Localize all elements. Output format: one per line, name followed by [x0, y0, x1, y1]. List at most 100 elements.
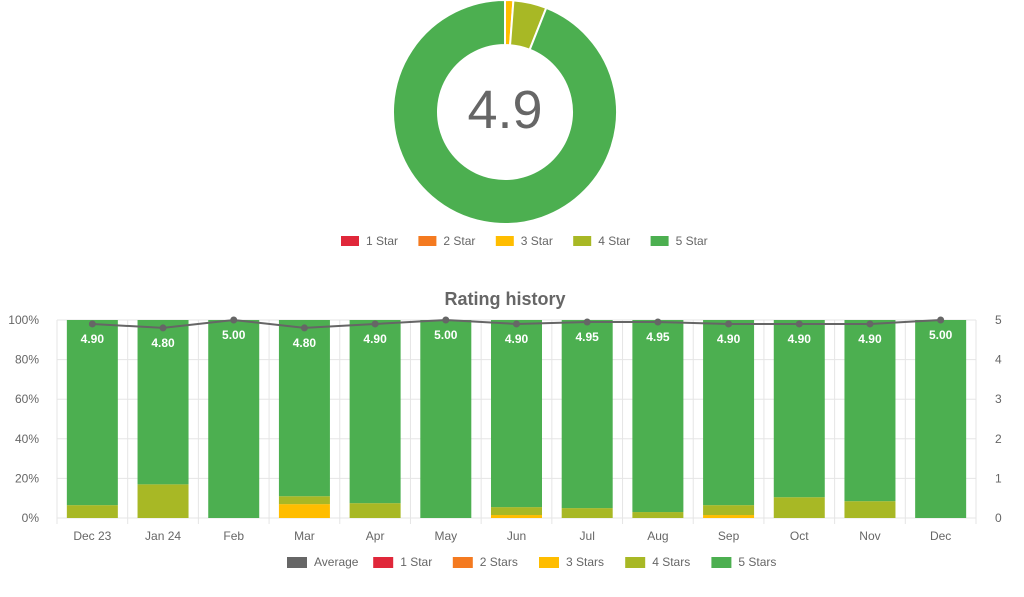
average-point[interactable]	[442, 316, 450, 324]
donut-legend: 1 Star 2 Star 3 Star 4 Star 5 Star	[341, 234, 708, 248]
y-right-tick: 0	[995, 511, 1002, 525]
y-right-tick: 1	[995, 471, 1002, 485]
average-point[interactable]	[654, 318, 662, 326]
average-data-label: 4.90	[81, 332, 105, 346]
y-left-tick: 20%	[15, 471, 39, 485]
legend-swatch	[539, 557, 559, 568]
bar-segment-4-stars[interactable]	[349, 503, 401, 518]
donut-center-value: 4.9	[467, 80, 542, 140]
average-point[interactable]	[725, 320, 733, 328]
donut-legend-item-2[interactable]: 2 Star	[418, 234, 475, 248]
average-data-label: 4.90	[858, 332, 882, 346]
bar-segment-5-stars[interactable]	[278, 320, 330, 497]
rating-donut-chart: 4.9 1 Star 2 Star 3 Star 4 Star 5 Star	[341, 0, 708, 248]
bar-segment-5-stars[interactable]	[349, 320, 401, 504]
legend-swatch	[711, 557, 732, 568]
average-data-label: 4.80	[293, 336, 317, 350]
average-data-label: 5.00	[434, 328, 458, 342]
average-point[interactable]	[937, 316, 945, 324]
legend-label: 2 Stars	[480, 555, 518, 569]
history-legend-item-4[interactable]: 4 Stars	[625, 555, 690, 569]
legend-swatch	[495, 236, 514, 246]
donut-legend-item-1[interactable]: 1 Star	[341, 234, 398, 248]
average-point[interactable]	[159, 324, 167, 332]
bar-segment-5-stars[interactable]	[491, 320, 542, 508]
y-left-tick: 100%	[8, 313, 39, 327]
average-data-label: 4.90	[505, 332, 529, 346]
bar-segment-3-stars[interactable]	[278, 504, 330, 518]
bar-segment-4-stars[interactable]	[137, 484, 189, 518]
average-data-label: 5.00	[222, 328, 246, 342]
bar-segment-5-stars[interactable]	[66, 320, 118, 506]
x-tick: Apr	[366, 529, 385, 543]
average-point[interactable]	[513, 320, 520, 328]
y-left-tick: 0%	[22, 511, 40, 525]
bar-segment-4-stars[interactable]	[703, 505, 755, 516]
bar-segment-5-stars[interactable]	[561, 320, 613, 509]
x-tick: May	[434, 529, 457, 543]
donut-legend-item-5[interactable]: 5 Star	[650, 234, 708, 248]
history-legend-item-1[interactable]: 1 Star	[373, 555, 432, 569]
history-legend-item-3[interactable]: 3 Stars	[539, 555, 604, 569]
legend-label: 4 Star	[598, 234, 630, 248]
average-point[interactable]	[371, 320, 379, 328]
donut-legend-item-4[interactable]: 4 Star	[573, 234, 630, 248]
y-right-tick: 3	[995, 392, 1002, 406]
bar-segment-4-stars[interactable]	[844, 501, 896, 518]
average-point[interactable]	[230, 316, 238, 324]
history-legend: Average 1 Star 2 Stars 3 Stars 4 Stars 5 Star…	[287, 555, 776, 569]
x-tick: Jun	[507, 529, 526, 543]
average-data-label: 4.90	[363, 332, 387, 346]
legend-swatch	[373, 557, 394, 568]
bar-segment-4-stars[interactable]	[491, 507, 542, 516]
history-legend-item-5[interactable]: 5 Stars	[711, 555, 776, 569]
x-tick: Feb	[223, 529, 244, 543]
y-left-tick: 80%	[15, 353, 39, 367]
bar-segment-5-stars[interactable]	[773, 320, 825, 498]
bar-segment-5-stars[interactable]	[915, 320, 967, 518]
legend-label: 1 Star	[366, 234, 398, 248]
chart-title: Rating history	[444, 289, 565, 309]
history-legend-item-2[interactable]: 2 Stars	[452, 555, 518, 569]
average-point[interactable]	[795, 320, 803, 328]
x-tick: Sep	[718, 529, 740, 543]
y-right-tick: 4	[995, 353, 1002, 367]
x-tick: Mar	[294, 529, 315, 543]
x-tick: Jan 24	[145, 529, 181, 543]
bar-segment-5-stars[interactable]	[420, 320, 472, 518]
x-tick: Dec 23	[73, 529, 111, 543]
history-legend-item-0[interactable]: Average	[287, 555, 359, 569]
bar-segment-4-stars[interactable]	[278, 496, 330, 505]
donut-slice-5-star[interactable]	[392, 0, 618, 225]
legend-label: 4 Stars	[652, 555, 690, 569]
legend-swatch	[452, 557, 473, 568]
y-left-tick: 40%	[15, 432, 39, 446]
average-point[interactable]	[866, 320, 874, 328]
bar-segment-4-stars[interactable]	[561, 508, 613, 518]
average-point[interactable]	[300, 324, 308, 332]
legend-label: 5 Star	[676, 234, 708, 248]
average-point[interactable]	[88, 320, 96, 328]
bar-segment-3-stars[interactable]	[703, 515, 755, 518]
average-data-label: 4.95	[576, 330, 600, 344]
legend-label: 3 Stars	[566, 555, 604, 569]
bar-segment-5-stars[interactable]	[137, 320, 189, 485]
bar-segment-4-stars[interactable]	[66, 505, 118, 518]
bar-segment-3-stars[interactable]	[491, 515, 542, 518]
legend-label: 5 Stars	[738, 555, 776, 569]
legend-swatch	[650, 236, 669, 246]
bar-segment-5-stars[interactable]	[703, 320, 755, 506]
bar-segment-4-stars[interactable]	[632, 512, 684, 518]
bar-segment-4-stars[interactable]	[773, 497, 825, 518]
bar-segment-5-stars[interactable]	[208, 320, 260, 518]
x-tick: Aug	[647, 529, 668, 543]
y-left-tick: 60%	[15, 392, 39, 406]
average-point[interactable]	[583, 318, 591, 326]
average-data-label: 4.90	[788, 332, 812, 346]
bar-segment-5-stars[interactable]	[844, 320, 896, 502]
x-tick: Oct	[790, 529, 809, 543]
average-data-label: 4.90	[717, 332, 741, 346]
bar-segment-5-stars[interactable]	[632, 320, 684, 513]
donut-legend-item-3[interactable]: 3 Star	[495, 234, 553, 248]
legend-swatch	[573, 236, 592, 246]
